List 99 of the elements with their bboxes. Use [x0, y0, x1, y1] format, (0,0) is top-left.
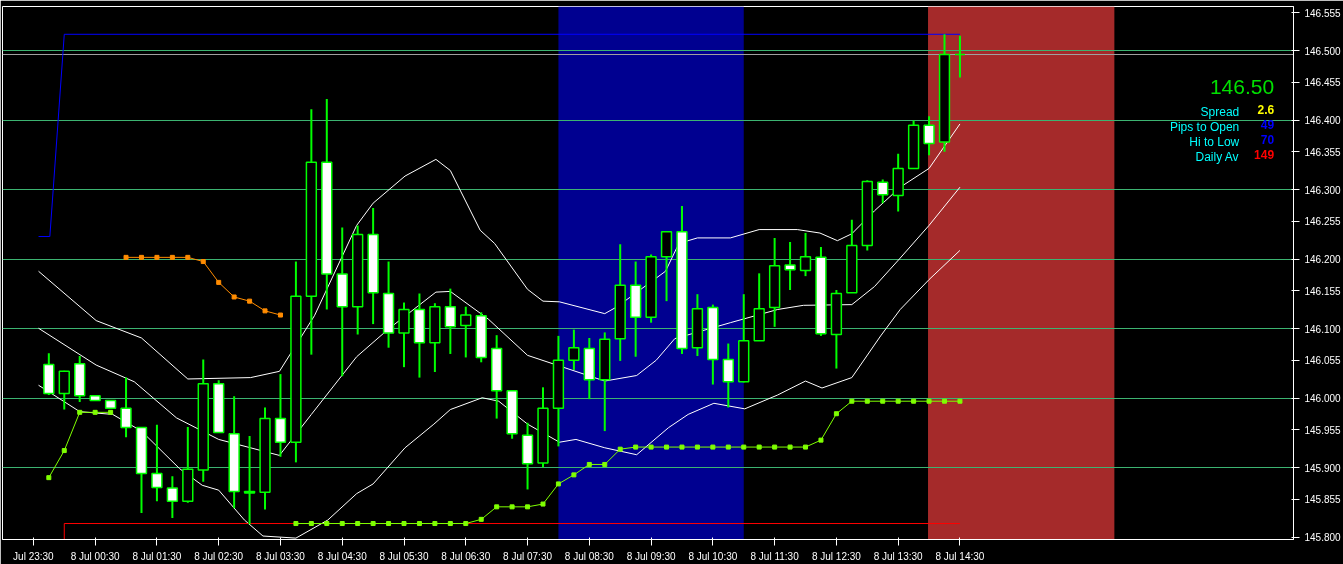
point [324, 521, 330, 527]
point [664, 444, 670, 450]
y-tick-label: 145.955 [1304, 424, 1342, 436]
annotation: Pips to Open [1169, 120, 1240, 135]
candlestick [151, 423, 163, 503]
candlestick [923, 115, 935, 157]
candlestick [166, 475, 179, 519]
candlestick [398, 301, 410, 369]
y-tick-label: 146.000 [1304, 393, 1342, 405]
point [710, 444, 716, 450]
x-tick-label: 8 Jul 11:30 [750, 550, 800, 562]
point [416, 521, 422, 527]
point [509, 504, 515, 510]
point [339, 521, 345, 527]
point [957, 398, 963, 404]
point [787, 444, 793, 450]
point [633, 444, 639, 450]
y-tick-label: 145.900 [1304, 462, 1342, 474]
x-tick-label: 8 Jul 04:30 [317, 550, 368, 562]
x-tick-label: 8 Jul 01:30 [132, 550, 182, 562]
point [725, 444, 731, 450]
y-tick-label: 146.555 [1304, 7, 1342, 19]
point [679, 444, 685, 450]
x-tick-label: 8 Jul 14:30 [935, 550, 985, 562]
y-tick-label: 146.455 [1304, 77, 1342, 89]
point [803, 444, 809, 450]
x-tick-label: Jul 23:30 [13, 550, 55, 562]
point [293, 521, 299, 527]
y-tick-label: 145.855 [1304, 494, 1342, 506]
candlestick [799, 232, 812, 278]
annotation: 2.6 [1257, 103, 1275, 118]
point [864, 398, 870, 404]
y-tick-label: 146.400 [1304, 115, 1342, 127]
y-tick-label: 146.300 [1304, 184, 1342, 196]
point [818, 437, 824, 443]
annotation: 149 [1254, 147, 1275, 162]
point [401, 521, 407, 527]
candlestick [877, 178, 889, 205]
point [586, 461, 592, 467]
candlestick [460, 305, 472, 359]
point [494, 504, 500, 510]
point [849, 398, 855, 404]
x-tick-label: 8 Jul 12:30 [811, 550, 862, 562]
candlestick [722, 342, 734, 409]
annotation: Spread [1200, 105, 1240, 120]
point [463, 521, 469, 527]
candlestick [120, 376, 132, 439]
annotation: 49 [1260, 118, 1275, 133]
y-tick-label: 145.800 [1304, 532, 1342, 544]
y-tick-label: 146.255 [1304, 216, 1342, 228]
annotation: Hi to Low [1189, 134, 1240, 149]
x-tick-label: 8 Jul 10:30 [688, 550, 738, 562]
point [355, 521, 361, 527]
point [741, 444, 747, 450]
candlestick [954, 34, 966, 79]
point [525, 504, 531, 510]
point [694, 444, 700, 450]
candlestick [568, 328, 580, 371]
y-tick-label: 146.155 [1304, 285, 1342, 297]
annotation: Daily Av [1195, 149, 1239, 164]
point [942, 398, 947, 404]
annotation: 70 [1260, 132, 1275, 147]
x-tick-label: 8 Jul 06:30 [441, 550, 491, 562]
candlestick [58, 369, 70, 411]
y-tick-label: 146.500 [1304, 45, 1342, 57]
annotation: 146.50 [1209, 75, 1275, 99]
x-tick-label: 8 Jul 07:30 [503, 550, 553, 562]
point [386, 521, 392, 527]
point [447, 521, 453, 527]
point [432, 521, 438, 527]
x-tick-label: 8 Jul 02:30 [194, 550, 244, 562]
y-tick-label: 146.100 [1304, 323, 1342, 335]
y-tick-label: 146.055 [1304, 355, 1342, 367]
point [571, 472, 577, 478]
point [756, 444, 762, 450]
point [833, 411, 839, 417]
point [555, 481, 561, 487]
point [648, 444, 654, 450]
point [911, 398, 917, 404]
y-tick-label: 146.200 [1304, 254, 1342, 266]
point [880, 398, 886, 404]
x-tick-label: 8 Jul 03:30 [256, 550, 306, 562]
point [308, 521, 314, 527]
point [478, 516, 484, 522]
point [617, 446, 623, 452]
point [540, 501, 546, 507]
x-tick-label: 8 Jul 09:30 [626, 550, 676, 562]
point [772, 444, 778, 450]
x-tick-label: 8 Jul 13:30 [873, 550, 924, 562]
y-tick-label: 146.355 [1304, 146, 1342, 158]
x-tick-label: 8 Jul 08:30 [564, 550, 615, 562]
point [926, 398, 932, 404]
x-tick-label: 8 Jul 00:30 [70, 550, 121, 562]
x-tick-label: 8 Jul 05:30 [379, 550, 429, 562]
point [895, 398, 901, 404]
point [370, 521, 376, 527]
candlestick [444, 287, 457, 355]
point [602, 461, 608, 467]
candlestick [784, 241, 796, 292]
